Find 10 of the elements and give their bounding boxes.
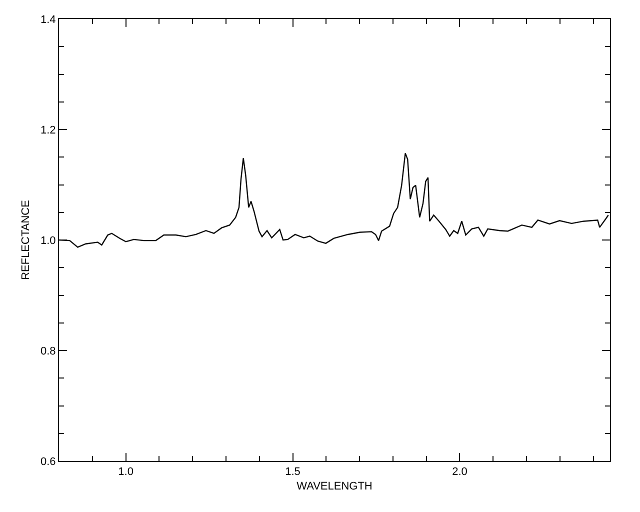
- x-tick-label: 1.5: [285, 466, 300, 478]
- y-tick-label: 1.0: [40, 234, 56, 247]
- y-tick-label: 1.4: [40, 14, 56, 26]
- y-axis-title: REFLECTANCE: [20, 200, 32, 280]
- x-tick-label: 2.0: [452, 466, 468, 478]
- x-tick-label: 1.0: [118, 466, 134, 478]
- y-tick-label: 1.2: [40, 124, 56, 136]
- y-tick-label: 0.6: [40, 456, 56, 468]
- x-axis-title: WAVELENGTH: [296, 480, 372, 492]
- y-tick-label: 0.8: [40, 345, 56, 358]
